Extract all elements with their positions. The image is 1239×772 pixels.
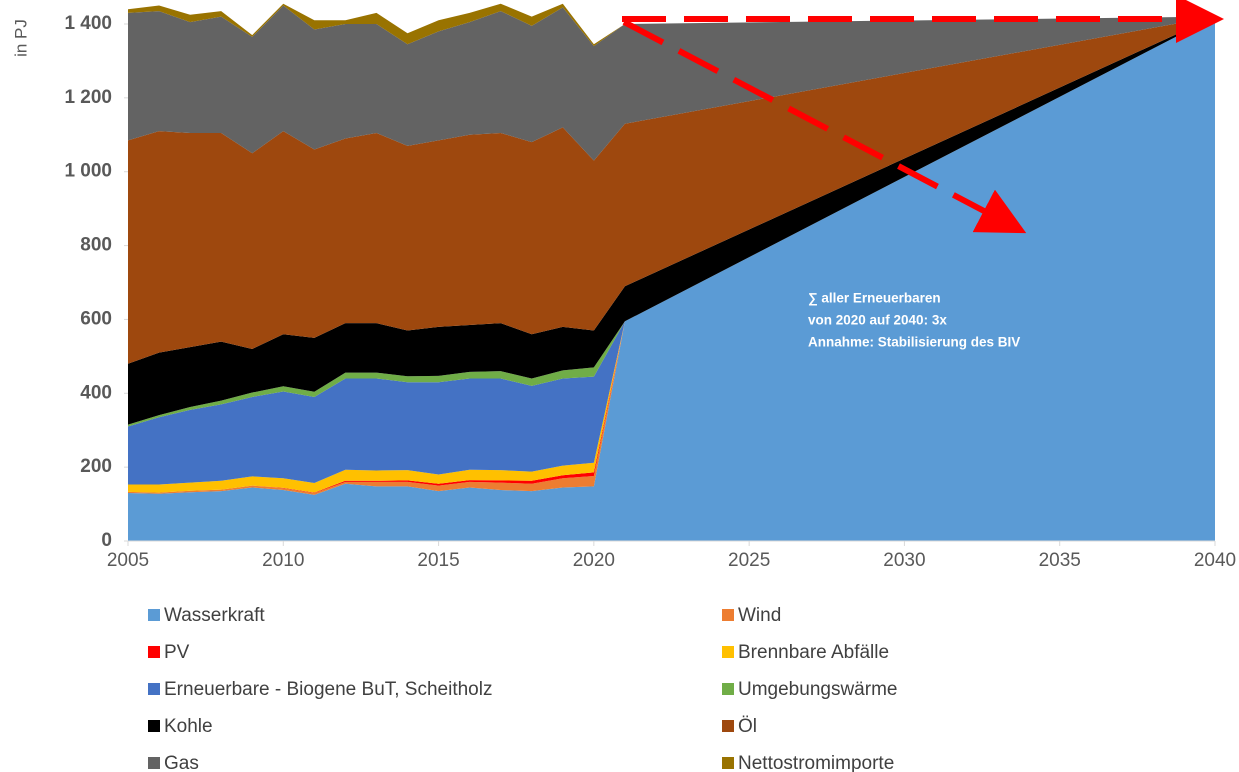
x-tick-label: 2005 [107, 550, 149, 571]
area [128, 5, 1215, 161]
y-tick-label: 600 [80, 308, 112, 329]
area [128, 16, 1215, 425]
x-tick-label: 2010 [262, 550, 304, 571]
y-tick-label: 1 200 [64, 87, 112, 108]
legend-swatch [148, 609, 160, 621]
annotation: Annahme: Stabilisierung des BIV [808, 335, 1020, 350]
plot-area [128, 3, 1215, 542]
legend-swatch [722, 720, 734, 732]
legend-label: Kohle [164, 716, 213, 737]
annotation: ∑ aller Erneuerbaren [808, 291, 941, 306]
x-tick-label: 2025 [728, 550, 770, 571]
legend-label: Nettostromimporte [738, 753, 894, 772]
legend-label: PV [164, 642, 190, 663]
x-tick-label: 2020 [573, 550, 615, 571]
x-tick-label: 2040 [1194, 550, 1236, 571]
legend-label: Wind [738, 605, 781, 626]
y-tick-label: 1 400 [64, 13, 112, 34]
legend-swatch [722, 609, 734, 621]
legend-label: Brennbare Abfälle [738, 642, 889, 663]
annotation: von 2020 auf 2040: 3x [808, 313, 947, 328]
x-tick-label: 2035 [1039, 550, 1081, 571]
y-tick-label: 800 [80, 235, 112, 256]
legend-swatch [148, 646, 160, 658]
area [128, 16, 1215, 364]
legend-swatch [722, 757, 734, 769]
area [128, 3, 1215, 47]
legend-swatch [722, 646, 734, 658]
y-tick-label: 400 [80, 382, 112, 403]
trend-arrow [622, 19, 1027, 234]
y-tick-label: 1 000 [64, 161, 112, 182]
y-tick-label: 200 [80, 456, 112, 477]
legend-label: Öl [738, 716, 757, 737]
area [128, 16, 1215, 485]
legend-label: Umgebungswärme [738, 679, 897, 700]
legend-label: Erneuerbare - Biogene BuT, Scheitholz [164, 679, 492, 700]
legend-swatch [148, 683, 160, 695]
y-tick-label: 0 [101, 530, 112, 551]
area [128, 16, 1215, 542]
legend-label: Gas [164, 753, 199, 772]
legend-label: Wasserkraft [164, 605, 265, 626]
x-tick-label: 2030 [883, 550, 925, 571]
x-tick-label: 2015 [417, 550, 459, 571]
legend-swatch [148, 757, 160, 769]
y-axis-label: in PJ [11, 19, 30, 57]
legend-swatch [148, 720, 160, 732]
legend-swatch [722, 683, 734, 695]
